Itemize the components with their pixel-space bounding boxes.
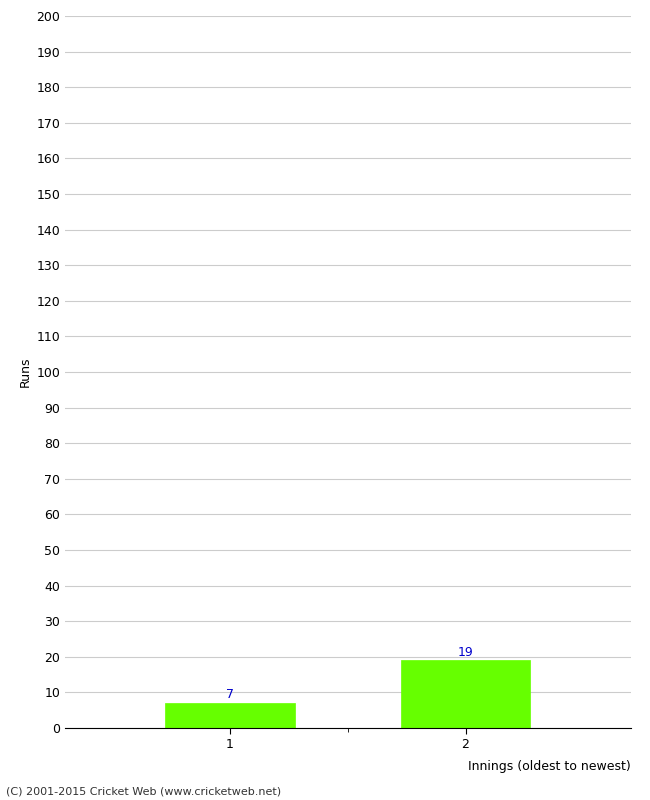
Text: 19: 19: [458, 646, 473, 658]
Bar: [165, 703, 294, 728]
Y-axis label: Runs: Runs: [19, 357, 32, 387]
Text: 7: 7: [226, 688, 234, 702]
Text: (C) 2001-2015 Cricket Web (www.cricketweb.net): (C) 2001-2015 Cricket Web (www.cricketwe…: [6, 786, 281, 796]
X-axis label: Innings (oldest to newest): Innings (oldest to newest): [468, 760, 630, 773]
Bar: [401, 660, 530, 728]
